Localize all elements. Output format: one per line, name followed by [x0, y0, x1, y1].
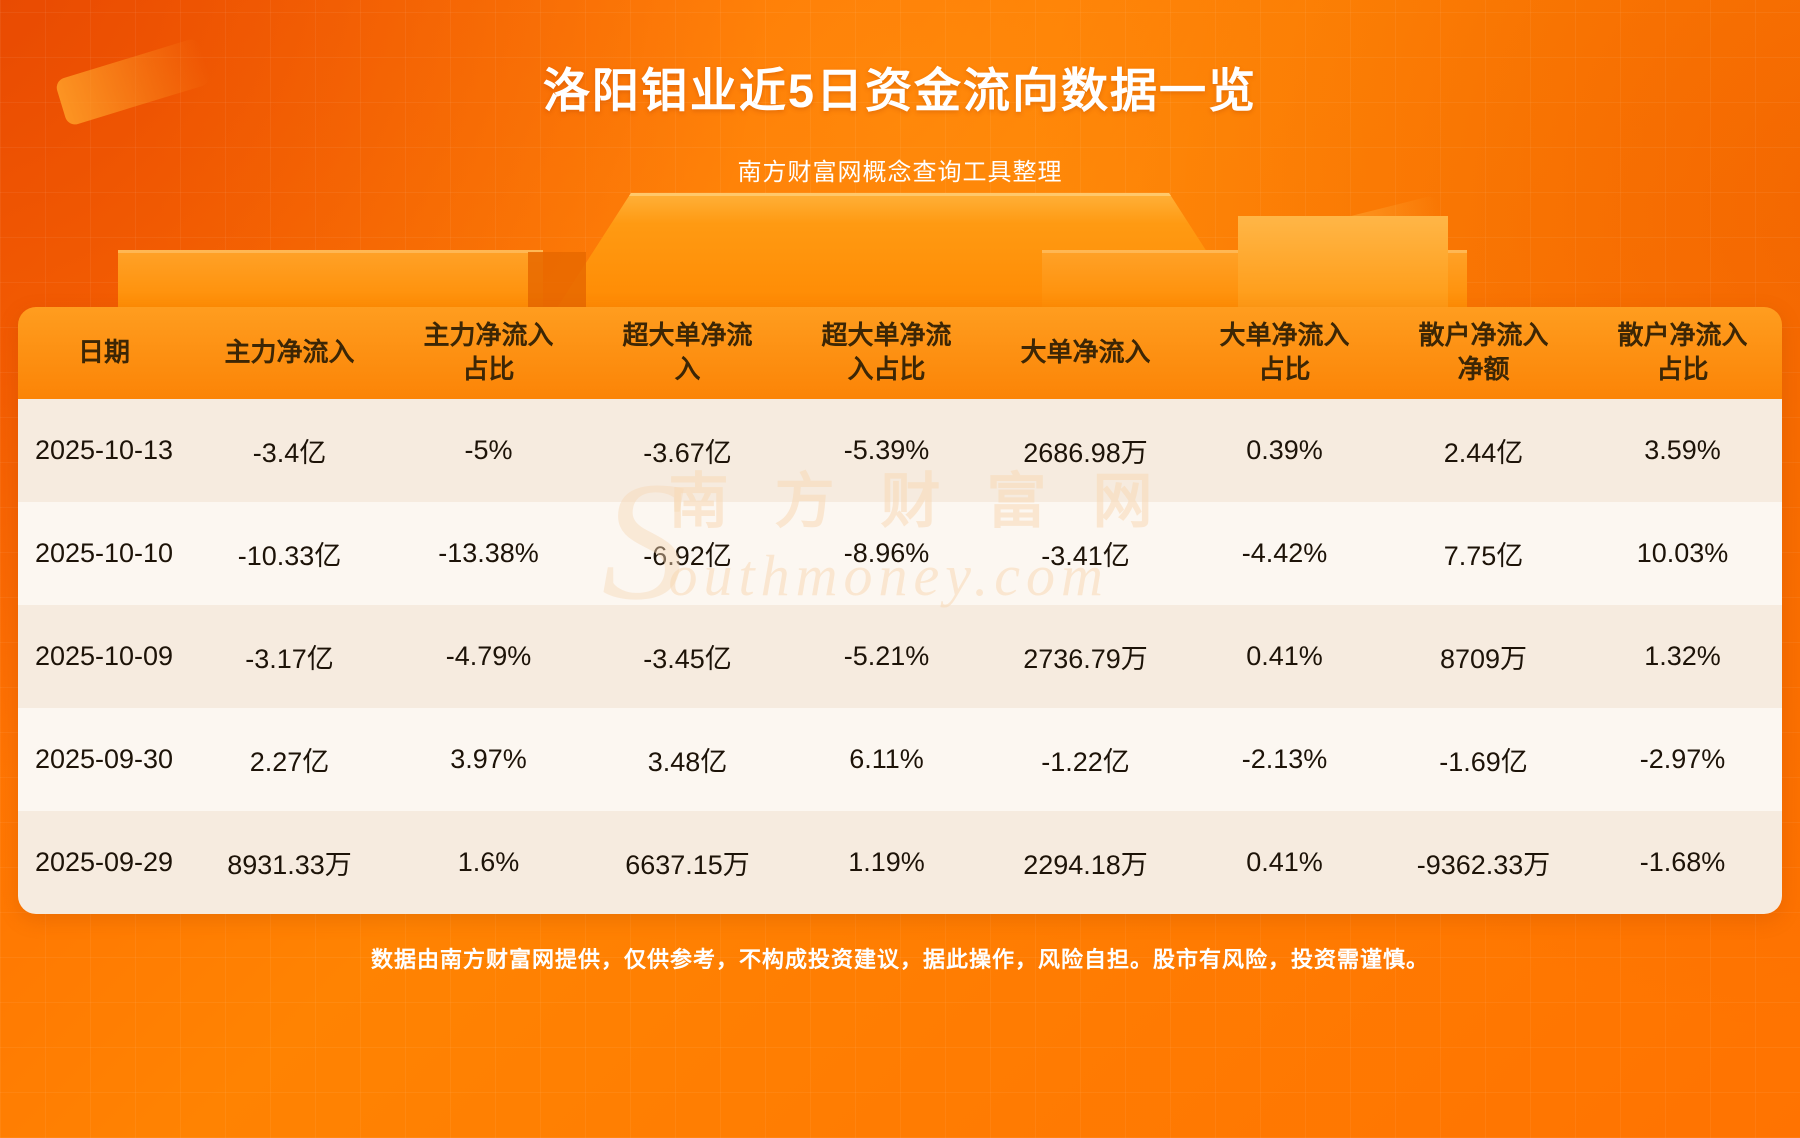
- value-cell: -3.67亿: [643, 438, 732, 468]
- date-cell: 2025-09-29: [34, 847, 174, 877]
- value-cell: -3.45亿: [643, 644, 732, 674]
- value-cell: -1.69亿: [1439, 747, 1528, 777]
- value-cell: -2.13%: [1241, 744, 1328, 774]
- value-cell: 1.32%: [1644, 641, 1721, 671]
- value-cell: 3.59%: [1644, 435, 1721, 465]
- value-cell: 6637.15万: [625, 850, 750, 880]
- value-cell: 2.44亿: [1443, 438, 1524, 468]
- decor-podium-center: [555, 193, 1245, 311]
- decor-platform-left: [118, 250, 543, 312]
- value-cell: -10.33亿: [237, 541, 342, 571]
- date-cell: 2025-09-30: [34, 744, 174, 774]
- date-cell: 2025-10-13: [34, 435, 174, 465]
- value-cell: -3.17亿: [245, 644, 334, 674]
- decor-block-right: [1238, 216, 1448, 312]
- value-cell: -4.42%: [1241, 538, 1328, 568]
- value-cell: 0.39%: [1246, 435, 1323, 465]
- column-header: 主力净流入占比: [389, 307, 588, 399]
- value-cell: -5.21%: [843, 641, 930, 671]
- value-cell: -2.97%: [1639, 744, 1726, 774]
- value-cell: -4.79%: [445, 641, 532, 671]
- value-cell: 1.19%: [848, 847, 925, 877]
- column-header: 主力净流入: [190, 307, 389, 399]
- value-cell: 2294.18万: [1023, 850, 1148, 880]
- value-cell: -3.41亿: [1041, 541, 1130, 571]
- value-cell: 0.41%: [1246, 641, 1323, 671]
- date-cell: 2025-10-09: [34, 641, 174, 671]
- column-header: 超大单净流入占比: [787, 307, 986, 399]
- value-cell: -3.4亿: [252, 438, 327, 468]
- table-row: 2025-09-29 8931.33万 1.6% 6637.15万 1.19% 2294.…: [18, 811, 1782, 914]
- column-header: 大单净流入: [986, 307, 1185, 399]
- value-cell: 6.11%: [849, 744, 924, 774]
- value-cell: 3.48亿: [647, 747, 728, 777]
- value-cell: -1.22亿: [1041, 747, 1130, 777]
- value-cell: -1.68%: [1639, 847, 1726, 877]
- decor-dark-box: [528, 252, 586, 312]
- decor-platform-right: [1042, 250, 1467, 312]
- value-cell: -13.38%: [438, 538, 539, 568]
- column-header: 散户净流入占比: [1583, 307, 1782, 399]
- value-cell: -8.96%: [843, 538, 930, 568]
- table-row: 2025-10-10 -10.33亿 -13.38% -6.92亿 -8.96% -3.4…: [18, 502, 1782, 605]
- decor-streak-right: [1290, 194, 1450, 282]
- value-cell: -5.39%: [843, 435, 930, 465]
- column-header: 日期: [18, 307, 190, 399]
- column-header: 大单净流入占比: [1185, 307, 1384, 399]
- value-cell: 3.97%: [450, 744, 527, 774]
- value-cell: -9362.33万: [1416, 850, 1551, 880]
- fund-flow-table: 日期 主力净流入 主力净流入占比 超大单净流入 超大单净流入占比 大单净流入 大单净流入占比…: [18, 307, 1782, 914]
- column-header: 散户净流入净额: [1384, 307, 1583, 399]
- value-cell: 7.75亿: [1443, 541, 1524, 571]
- value-cell: 1.6%: [457, 847, 520, 877]
- value-cell: 2.27亿: [249, 747, 330, 777]
- table-row: 2025-09-30 2.27亿 3.97% 3.48亿 6.11% -1.22亿 -2.1…: [18, 708, 1782, 811]
- page-subtitle: 南方财富网概念查询工具整理: [737, 159, 1063, 186]
- page-title: 洛阳钼业近5日资金流向数据一览: [542, 64, 1258, 117]
- value-cell: 8709万: [1439, 644, 1528, 674]
- disclaimer-text: 数据由南方财富网提供，仅供参考，不构成投资建议，据此操作，风险自担。股市有风险，…: [370, 947, 1429, 972]
- value-cell: 0.41%: [1246, 847, 1323, 877]
- column-header: 超大单净流入: [588, 307, 787, 399]
- value-cell: -5%: [464, 435, 513, 465]
- table-row: 2025-10-13 -3.4亿 -5% -3.67亿 -5.39% 2686.98万 0.…: [18, 399, 1782, 502]
- data-table: 日期 主力净流入 主力净流入占比 超大单净流入 超大单净流入占比 大单净流入 大单净流入占比…: [18, 307, 1782, 914]
- table-row: 2025-10-09 -3.17亿 -4.79% -3.45亿 -5.21% 2736.7…: [18, 605, 1782, 708]
- value-cell: 2736.79万: [1023, 644, 1148, 674]
- date-cell: 2025-10-10: [34, 538, 174, 568]
- value-cell: -6.92亿: [643, 541, 732, 571]
- value-cell: 2686.98万: [1023, 438, 1148, 468]
- value-cell: 10.03%: [1636, 538, 1729, 568]
- value-cell: 8931.33万: [227, 850, 352, 880]
- table-header-row: 日期 主力净流入 主力净流入占比 超大单净流入 超大单净流入占比 大单净流入 大单净流入占比…: [18, 307, 1782, 399]
